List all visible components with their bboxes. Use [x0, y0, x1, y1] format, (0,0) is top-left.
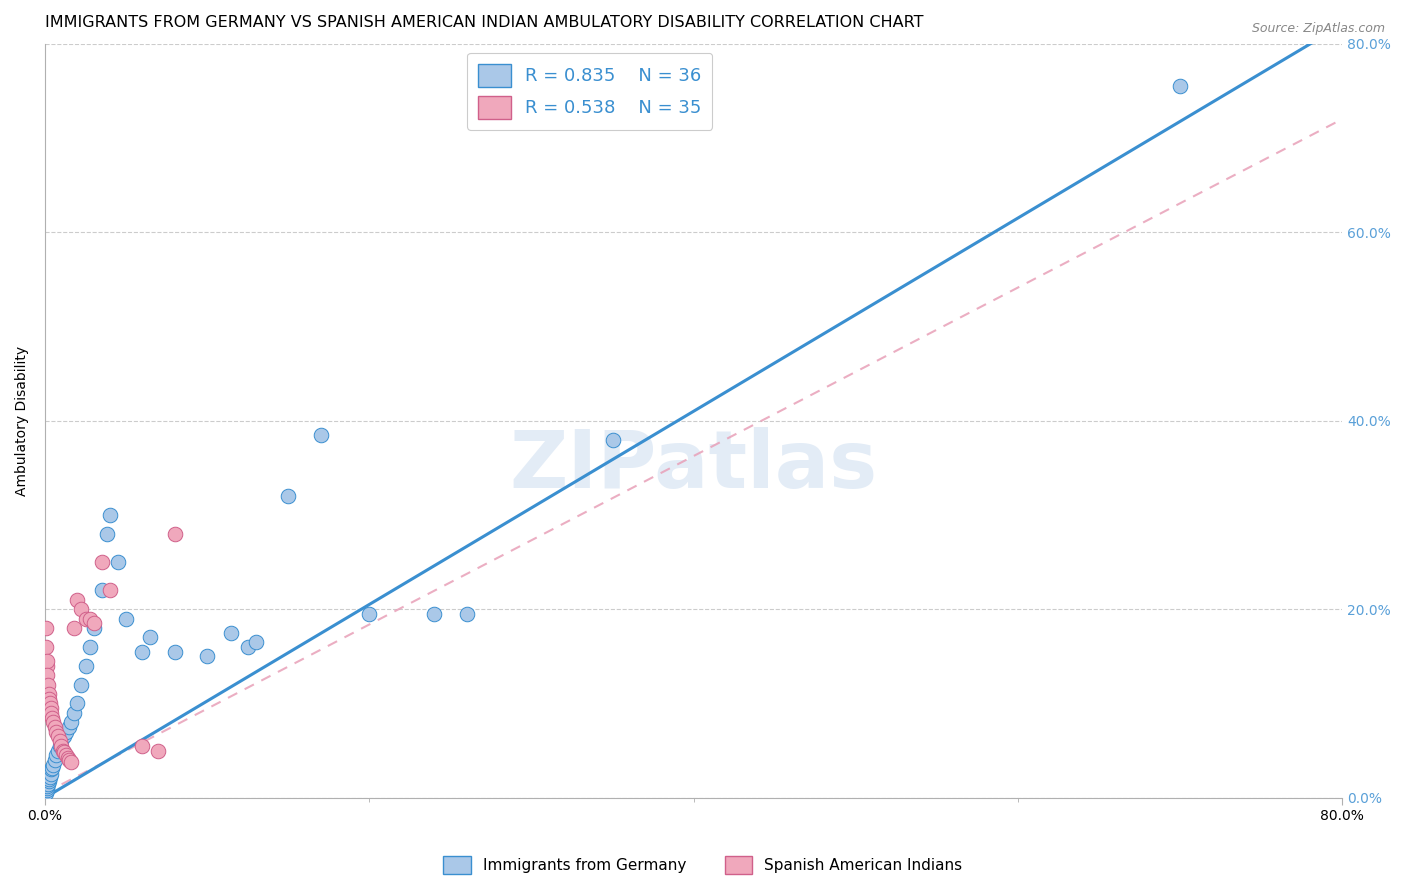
Point — [41, 763, 63, 777]
Point — [56, 751, 79, 765]
Point — [37, 776, 59, 790]
Point — [139, 631, 162, 645]
Point — [46, 730, 69, 744]
Point — [41, 706, 63, 720]
Point — [35, 781, 58, 796]
Point — [48, 734, 70, 748]
Point — [90, 583, 112, 598]
Point — [221, 625, 243, 640]
Point — [44, 720, 66, 734]
Point — [37, 677, 59, 691]
Point — [83, 621, 105, 635]
Point — [38, 687, 60, 701]
Point — [75, 611, 97, 625]
Point — [359, 607, 381, 621]
Text: Source: ZipAtlas.com: Source: ZipAtlas.com — [1251, 22, 1385, 36]
Point — [55, 748, 77, 763]
Point — [309, 427, 332, 442]
Point — [35, 786, 58, 800]
Point — [55, 724, 77, 739]
Point — [98, 583, 121, 598]
Point — [107, 555, 129, 569]
Point — [456, 607, 478, 621]
Point — [131, 644, 153, 658]
Legend: Immigrants from Germany, Spanish American Indians: Immigrants from Germany, Spanish America… — [437, 850, 969, 880]
Point — [63, 621, 86, 635]
Point — [131, 739, 153, 753]
Point — [35, 783, 58, 797]
Point — [98, 508, 121, 522]
Point — [277, 489, 299, 503]
Point — [163, 644, 186, 658]
Point — [45, 724, 67, 739]
Point — [41, 710, 63, 724]
Point — [38, 773, 60, 788]
Point — [1168, 79, 1191, 94]
Text: ZIPatlas: ZIPatlas — [509, 427, 877, 505]
Point — [38, 770, 60, 784]
Point — [69, 677, 91, 691]
Point — [42, 757, 65, 772]
Legend: R = 0.835    N = 36, R = 0.538    N = 35: R = 0.835 N = 36, R = 0.538 N = 35 — [467, 53, 713, 130]
Point — [38, 772, 60, 786]
Point — [44, 753, 66, 767]
Point — [79, 640, 101, 654]
Point — [63, 706, 86, 720]
Point — [39, 701, 62, 715]
Point — [48, 739, 70, 753]
Point — [66, 592, 89, 607]
Point — [59, 755, 82, 769]
Point — [236, 640, 259, 654]
Point — [52, 743, 75, 757]
Point — [51, 734, 73, 748]
Point — [37, 780, 59, 794]
Point — [245, 635, 267, 649]
Point — [69, 602, 91, 616]
Point — [35, 654, 58, 668]
Point — [41, 760, 63, 774]
Text: IMMIGRANTS FROM GERMANY VS SPANISH AMERICAN INDIAN AMBULATORY DISABILITY CORRELA: IMMIGRANTS FROM GERMANY VS SPANISH AMERI… — [45, 15, 924, 30]
Point — [39, 767, 62, 781]
Point — [35, 658, 58, 673]
Point — [66, 697, 89, 711]
Point — [602, 433, 624, 447]
Point — [148, 743, 170, 757]
Point — [53, 730, 76, 744]
Point — [90, 555, 112, 569]
Point — [45, 748, 67, 763]
Point — [58, 753, 80, 767]
Point — [75, 658, 97, 673]
Point — [35, 621, 58, 635]
Point — [53, 746, 76, 760]
Point — [58, 720, 80, 734]
Point — [83, 616, 105, 631]
Point — [195, 649, 218, 664]
Point — [42, 715, 65, 730]
Point — [37, 668, 59, 682]
Point — [38, 691, 60, 706]
Point — [38, 697, 60, 711]
Point — [59, 715, 82, 730]
Point — [96, 526, 118, 541]
Point — [51, 739, 73, 753]
Y-axis label: Ambulatory Disability: Ambulatory Disability — [15, 345, 30, 496]
Point — [46, 743, 69, 757]
Point — [115, 611, 138, 625]
Point — [163, 526, 186, 541]
Point — [79, 611, 101, 625]
Point — [35, 640, 58, 654]
Point — [423, 607, 446, 621]
